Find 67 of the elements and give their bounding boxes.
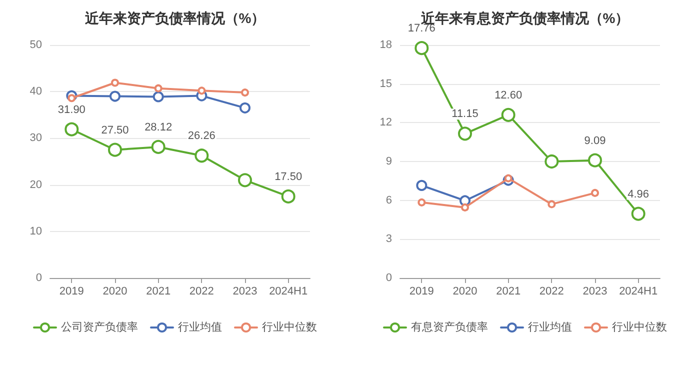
point [544, 154, 559, 168]
legend-label: 公司资产负债率 [61, 320, 138, 334]
x-tick-label: 2021 [146, 286, 171, 298]
legend-label: 行业中位数 [612, 320, 667, 334]
x-tick-label: 2021 [496, 286, 521, 298]
x-tick-label: 2024H1 [619, 286, 658, 298]
data-label: 17.50 [274, 170, 302, 183]
point [154, 84, 162, 92]
point [110, 90, 120, 102]
x-tick-label: 2022 [189, 286, 214, 298]
data-label: 12.60 [494, 89, 522, 102]
point [461, 203, 469, 212]
point [151, 140, 166, 154]
data-label: 31.90 [58, 104, 86, 116]
legend-label: 行业中位数 [262, 320, 317, 334]
point [588, 153, 602, 168]
point [281, 189, 296, 204]
point [414, 41, 429, 56]
x-tick-label: 2020 [452, 286, 478, 298]
point [108, 142, 122, 157]
x-tick-label: 2023 [232, 286, 258, 298]
y-tick-label: 3 [386, 233, 392, 246]
data-label: 11.15 [452, 108, 478, 120]
point [152, 91, 164, 102]
y-tick-label: 15 [380, 78, 392, 90]
y-tick-label: 40 [30, 86, 42, 98]
x-tick-label: 2020 [102, 286, 128, 298]
point [111, 78, 119, 87]
point [501, 108, 516, 122]
point [238, 173, 252, 188]
data-label: 28.12 [144, 121, 172, 134]
data-label: 27.50 [101, 124, 129, 136]
x-tick-label: 2019 [59, 286, 84, 298]
legend-label: 行业均值 [178, 320, 222, 334]
point [64, 122, 79, 136]
legend-label: 行业均值 [528, 320, 572, 334]
y-tick-label: 18 [380, 39, 392, 51]
chart-title: 近年来资产负债率情况（%） [84, 10, 266, 26]
point [631, 206, 646, 221]
x-tick-label: 2024H1 [269, 286, 308, 298]
y-tick-label: 10 [30, 225, 42, 238]
point [194, 148, 209, 163]
y-tick-label: 6 [386, 194, 392, 206]
y-tick-label: 0 [386, 272, 392, 284]
y-tick-label: 9 [386, 156, 392, 168]
y-tick-label: 30 [30, 132, 42, 144]
point [198, 86, 206, 95]
x-tick-label: 2023 [582, 286, 608, 298]
point [240, 102, 250, 114]
data-label: 4.96 [628, 188, 650, 200]
x-tick-label: 2022 [539, 286, 564, 298]
point [504, 174, 512, 182]
y-tick-label: 20 [30, 178, 42, 191]
point [591, 188, 599, 197]
point [241, 88, 249, 97]
data-label: 26.26 [188, 130, 216, 142]
point [548, 200, 556, 208]
point [458, 126, 472, 141]
point [68, 94, 76, 102]
data-label: 9.09 [584, 134, 606, 147]
y-tick-label: 0 [36, 272, 42, 284]
point [418, 198, 426, 206]
y-tick-label: 50 [30, 39, 42, 51]
legend-label: 有息资产负债率 [411, 320, 488, 334]
x-tick-label: 2019 [409, 286, 434, 298]
y-tick-label: 12 [380, 116, 392, 129]
point [416, 180, 428, 191]
